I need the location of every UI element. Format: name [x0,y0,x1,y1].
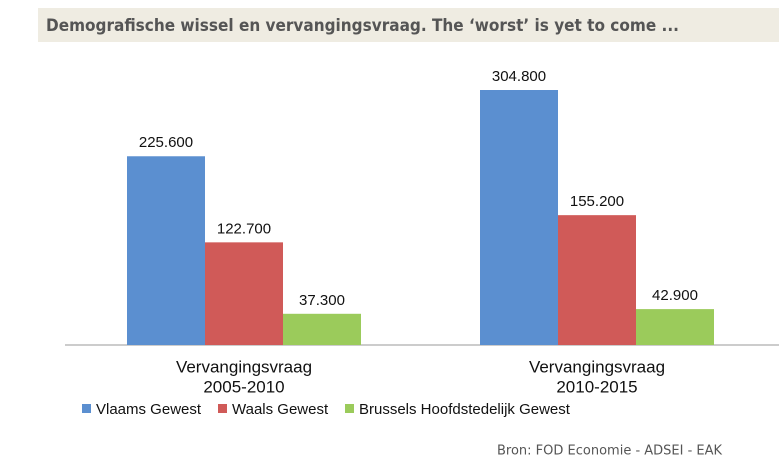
source: Bron: FOD Economie - ADSEI - EAK [497,444,723,459]
data-label: 155.200 [570,193,624,210]
legend-label: Vlaams Gewest [96,401,202,418]
bar [283,313,361,345]
chart-title: Demografische wissel en vervangingsvraag… [46,16,679,36]
data-label: 37.300 [299,292,345,309]
legend-label: Waals Gewest [232,401,329,418]
bar [127,156,205,345]
bar [636,309,714,345]
legend-swatch [345,404,354,413]
x-tick-label: 2005-2010 [203,377,284,396]
x-tick-label: 2010-2015 [556,377,637,396]
data-label: 225.600 [139,134,193,151]
data-label: 304.800 [492,68,546,85]
data-label: 42.900 [652,287,698,304]
legend-swatch [218,404,227,413]
x-tick-label: Vervangingsvraag [529,357,665,376]
data-label: 122.700 [217,220,271,237]
x-tick-label: Vervangingsvraag [176,357,312,376]
title-bar [38,8,779,42]
legend-swatch [82,404,91,413]
legend-label: Brussels Hoofdstedelijk Gewest [359,401,571,418]
bar [480,90,558,345]
bar [558,215,636,345]
bar [205,242,283,345]
